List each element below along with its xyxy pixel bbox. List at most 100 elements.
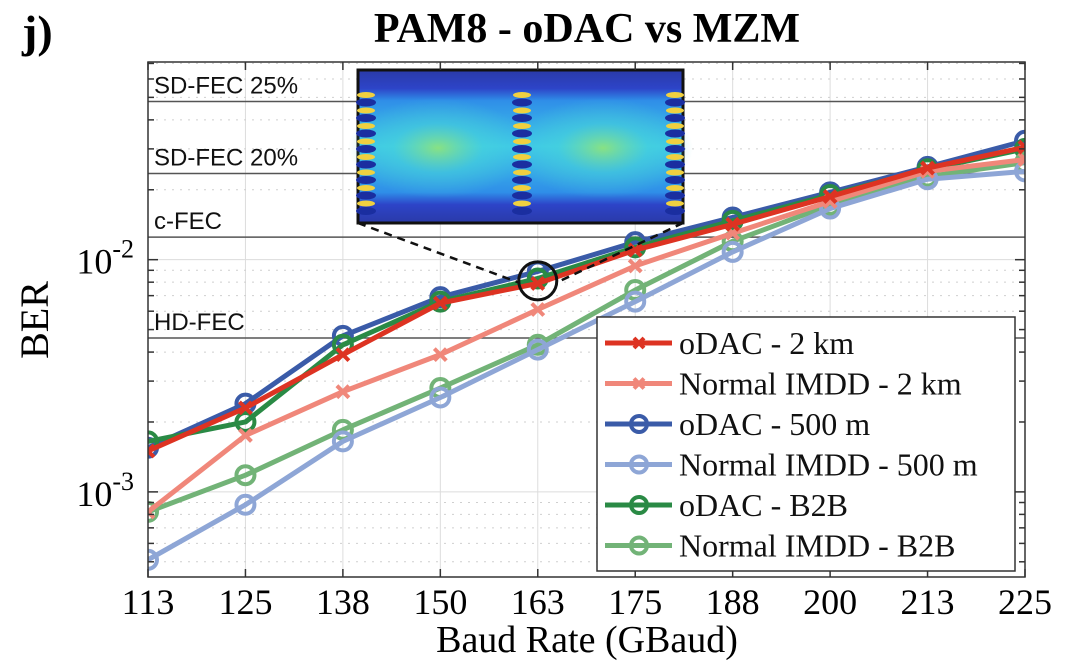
series-odac-2-km xyxy=(148,139,1025,459)
x-tick-label: 125 xyxy=(218,582,272,622)
y-tick-label: 10-3 xyxy=(76,467,134,514)
x-tick-label: 150 xyxy=(413,582,467,622)
data-point xyxy=(148,548,159,571)
eye-opening xyxy=(356,98,376,107)
eye-level xyxy=(357,200,375,207)
legend-label: oDAC - 2 km xyxy=(679,325,854,361)
eye-opening xyxy=(512,98,532,107)
data-point xyxy=(1014,129,1025,152)
eye-level xyxy=(666,185,684,191)
eye-level xyxy=(666,200,684,207)
data-point xyxy=(331,430,354,453)
eye-level xyxy=(357,185,375,191)
eye-opening xyxy=(665,129,685,138)
data-point xyxy=(432,347,448,363)
x-tick-label: 213 xyxy=(901,582,955,622)
legend-label: Normal IMDD - 2 km xyxy=(679,366,962,402)
series-normal-imdd-500-m xyxy=(148,160,1025,571)
data-point xyxy=(238,428,253,443)
data-point xyxy=(234,464,257,487)
legend-marker xyxy=(629,454,649,475)
legend-marker xyxy=(632,377,646,390)
eye-opening xyxy=(512,191,532,200)
eye-opening xyxy=(356,176,376,184)
eye-diagram-inset xyxy=(348,68,693,302)
eye-level xyxy=(666,138,684,145)
eye-level xyxy=(357,138,375,145)
legend-label: Normal IMDD - B2B xyxy=(679,528,955,564)
data-point xyxy=(725,216,741,232)
inset-connector xyxy=(357,221,521,285)
highlight-circle xyxy=(517,260,559,302)
eye-opening xyxy=(356,145,376,153)
y-tick-label: 10-2 xyxy=(76,235,134,282)
eye-crossing xyxy=(348,98,528,198)
data-point xyxy=(429,386,452,409)
data-point xyxy=(432,295,448,311)
data-point xyxy=(627,258,643,274)
eye-level xyxy=(513,169,531,176)
eye-opening xyxy=(512,207,532,215)
legend-marker xyxy=(632,336,646,350)
data-point xyxy=(335,384,351,400)
series-normal-imdd-2-km xyxy=(148,152,1025,520)
legend-marker xyxy=(629,535,649,556)
data-point xyxy=(920,160,935,176)
legend: oDAC - 2 km Normal IMDD - 2 km oDAC - 500 … xyxy=(596,316,1016,572)
data-point xyxy=(624,290,647,313)
eye-level xyxy=(666,169,684,176)
eye-opening xyxy=(356,160,376,169)
eye-level xyxy=(357,107,375,114)
eye-opening xyxy=(512,129,532,138)
legend-item: Normal IMDD - 500 m xyxy=(605,447,978,483)
fec-thresholds: SD-FEC 25% SD-FEC 20% c-FEC HD-FEC xyxy=(148,72,1025,339)
x-tick-label: 200 xyxy=(803,582,857,622)
eye-level xyxy=(513,200,531,207)
eye-level xyxy=(513,138,531,145)
legend-label: oDAC - B2B xyxy=(679,487,848,523)
eye-opening xyxy=(665,114,685,122)
data-point xyxy=(148,504,156,520)
eye-opening xyxy=(356,129,376,138)
eye-opening xyxy=(356,114,376,122)
series-line xyxy=(148,168,1025,562)
threshold-label: c-FEC xyxy=(154,208,222,235)
data-point xyxy=(1017,139,1025,155)
eye-opening xyxy=(356,207,376,215)
eye-level xyxy=(357,169,375,176)
eye-crossing xyxy=(513,98,693,198)
data-point xyxy=(526,338,549,361)
x-axis-label: Baud Rate (GBaud) xyxy=(436,619,738,661)
eye-level xyxy=(357,123,375,129)
data-point xyxy=(234,410,257,433)
data-point xyxy=(234,493,257,516)
eye-opening xyxy=(665,98,685,107)
x-tick-label: 225 xyxy=(998,582,1052,622)
legend-marker xyxy=(629,414,649,434)
eye-opening xyxy=(665,191,685,200)
eye-opening xyxy=(512,176,532,184)
data-point xyxy=(822,189,838,204)
eye-opening xyxy=(665,176,685,184)
eye-opening xyxy=(665,207,685,215)
threshold-label: SD-FEC 25% xyxy=(154,72,298,99)
eye-level xyxy=(513,123,531,129)
data-point xyxy=(238,400,253,416)
eye-level xyxy=(513,107,531,114)
eye-level xyxy=(666,154,684,160)
eye-level xyxy=(357,154,375,160)
data-point xyxy=(530,302,546,317)
eye-opening xyxy=(356,191,376,200)
legend-item: oDAC - B2B xyxy=(605,487,848,523)
eye-opening xyxy=(512,145,532,153)
data-point xyxy=(148,430,159,453)
eye-level xyxy=(666,107,684,114)
eye-level xyxy=(357,92,375,98)
eye-opening xyxy=(665,145,685,153)
eye-opening xyxy=(512,160,532,169)
legend-item: Normal IMDD - B2B xyxy=(605,528,955,564)
eye-level xyxy=(513,92,531,98)
data-point xyxy=(148,500,159,523)
legend-item: Normal IMDD - 2 km xyxy=(605,366,962,402)
